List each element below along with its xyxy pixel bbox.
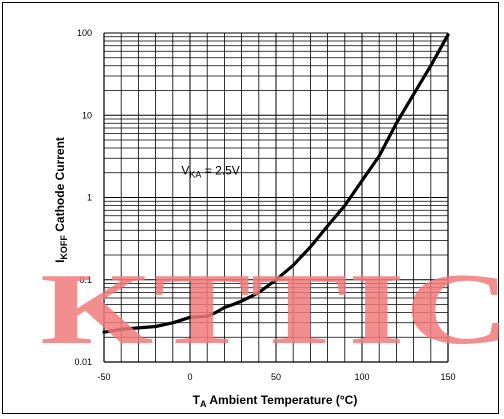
y-tick-label: 10 bbox=[82, 110, 92, 120]
series-line bbox=[102, 33, 450, 334]
x-tick-label: -50 bbox=[97, 372, 110, 382]
x-axis-label-main: T bbox=[193, 393, 201, 407]
y-axis-label-sub: KOFF bbox=[59, 235, 69, 260]
annotation-sub: KA bbox=[189, 170, 201, 180]
vka-annotation: VKA = 2.5V bbox=[181, 164, 239, 180]
y-axis-label-rest: Cathode Current bbox=[53, 137, 67, 235]
tick-labels: -50 0 50 100 150 0.01 0.1 1 10 100 bbox=[74, 28, 455, 382]
y-axis-label: IKOFF Cathode Current bbox=[53, 137, 69, 263]
x-tick-label: 0 bbox=[187, 372, 192, 382]
watermark-logo: KTTIC bbox=[40, 253, 504, 366]
x-tick-label: 100 bbox=[354, 372, 369, 382]
chart-frame bbox=[2, 2, 499, 414]
x-tick-label: 150 bbox=[440, 372, 455, 382]
annotation-rest: = 2.5V bbox=[201, 164, 239, 178]
y-tick-label: 0.01 bbox=[74, 357, 92, 367]
x-axis-label-sub: A bbox=[200, 399, 207, 409]
y-tick-label: 0.1 bbox=[79, 275, 92, 285]
y-tick-label: 100 bbox=[77, 28, 92, 38]
x-axis-label: TA Ambient Temperature (°C) bbox=[193, 393, 358, 409]
annotation-main: V bbox=[181, 164, 189, 178]
x-axis-label-rest: Ambient Temperature (°C) bbox=[207, 393, 358, 407]
y-axis-label-main: I bbox=[53, 260, 67, 263]
x-tick-label: 50 bbox=[271, 372, 281, 382]
y-tick-label: 1 bbox=[87, 193, 92, 203]
